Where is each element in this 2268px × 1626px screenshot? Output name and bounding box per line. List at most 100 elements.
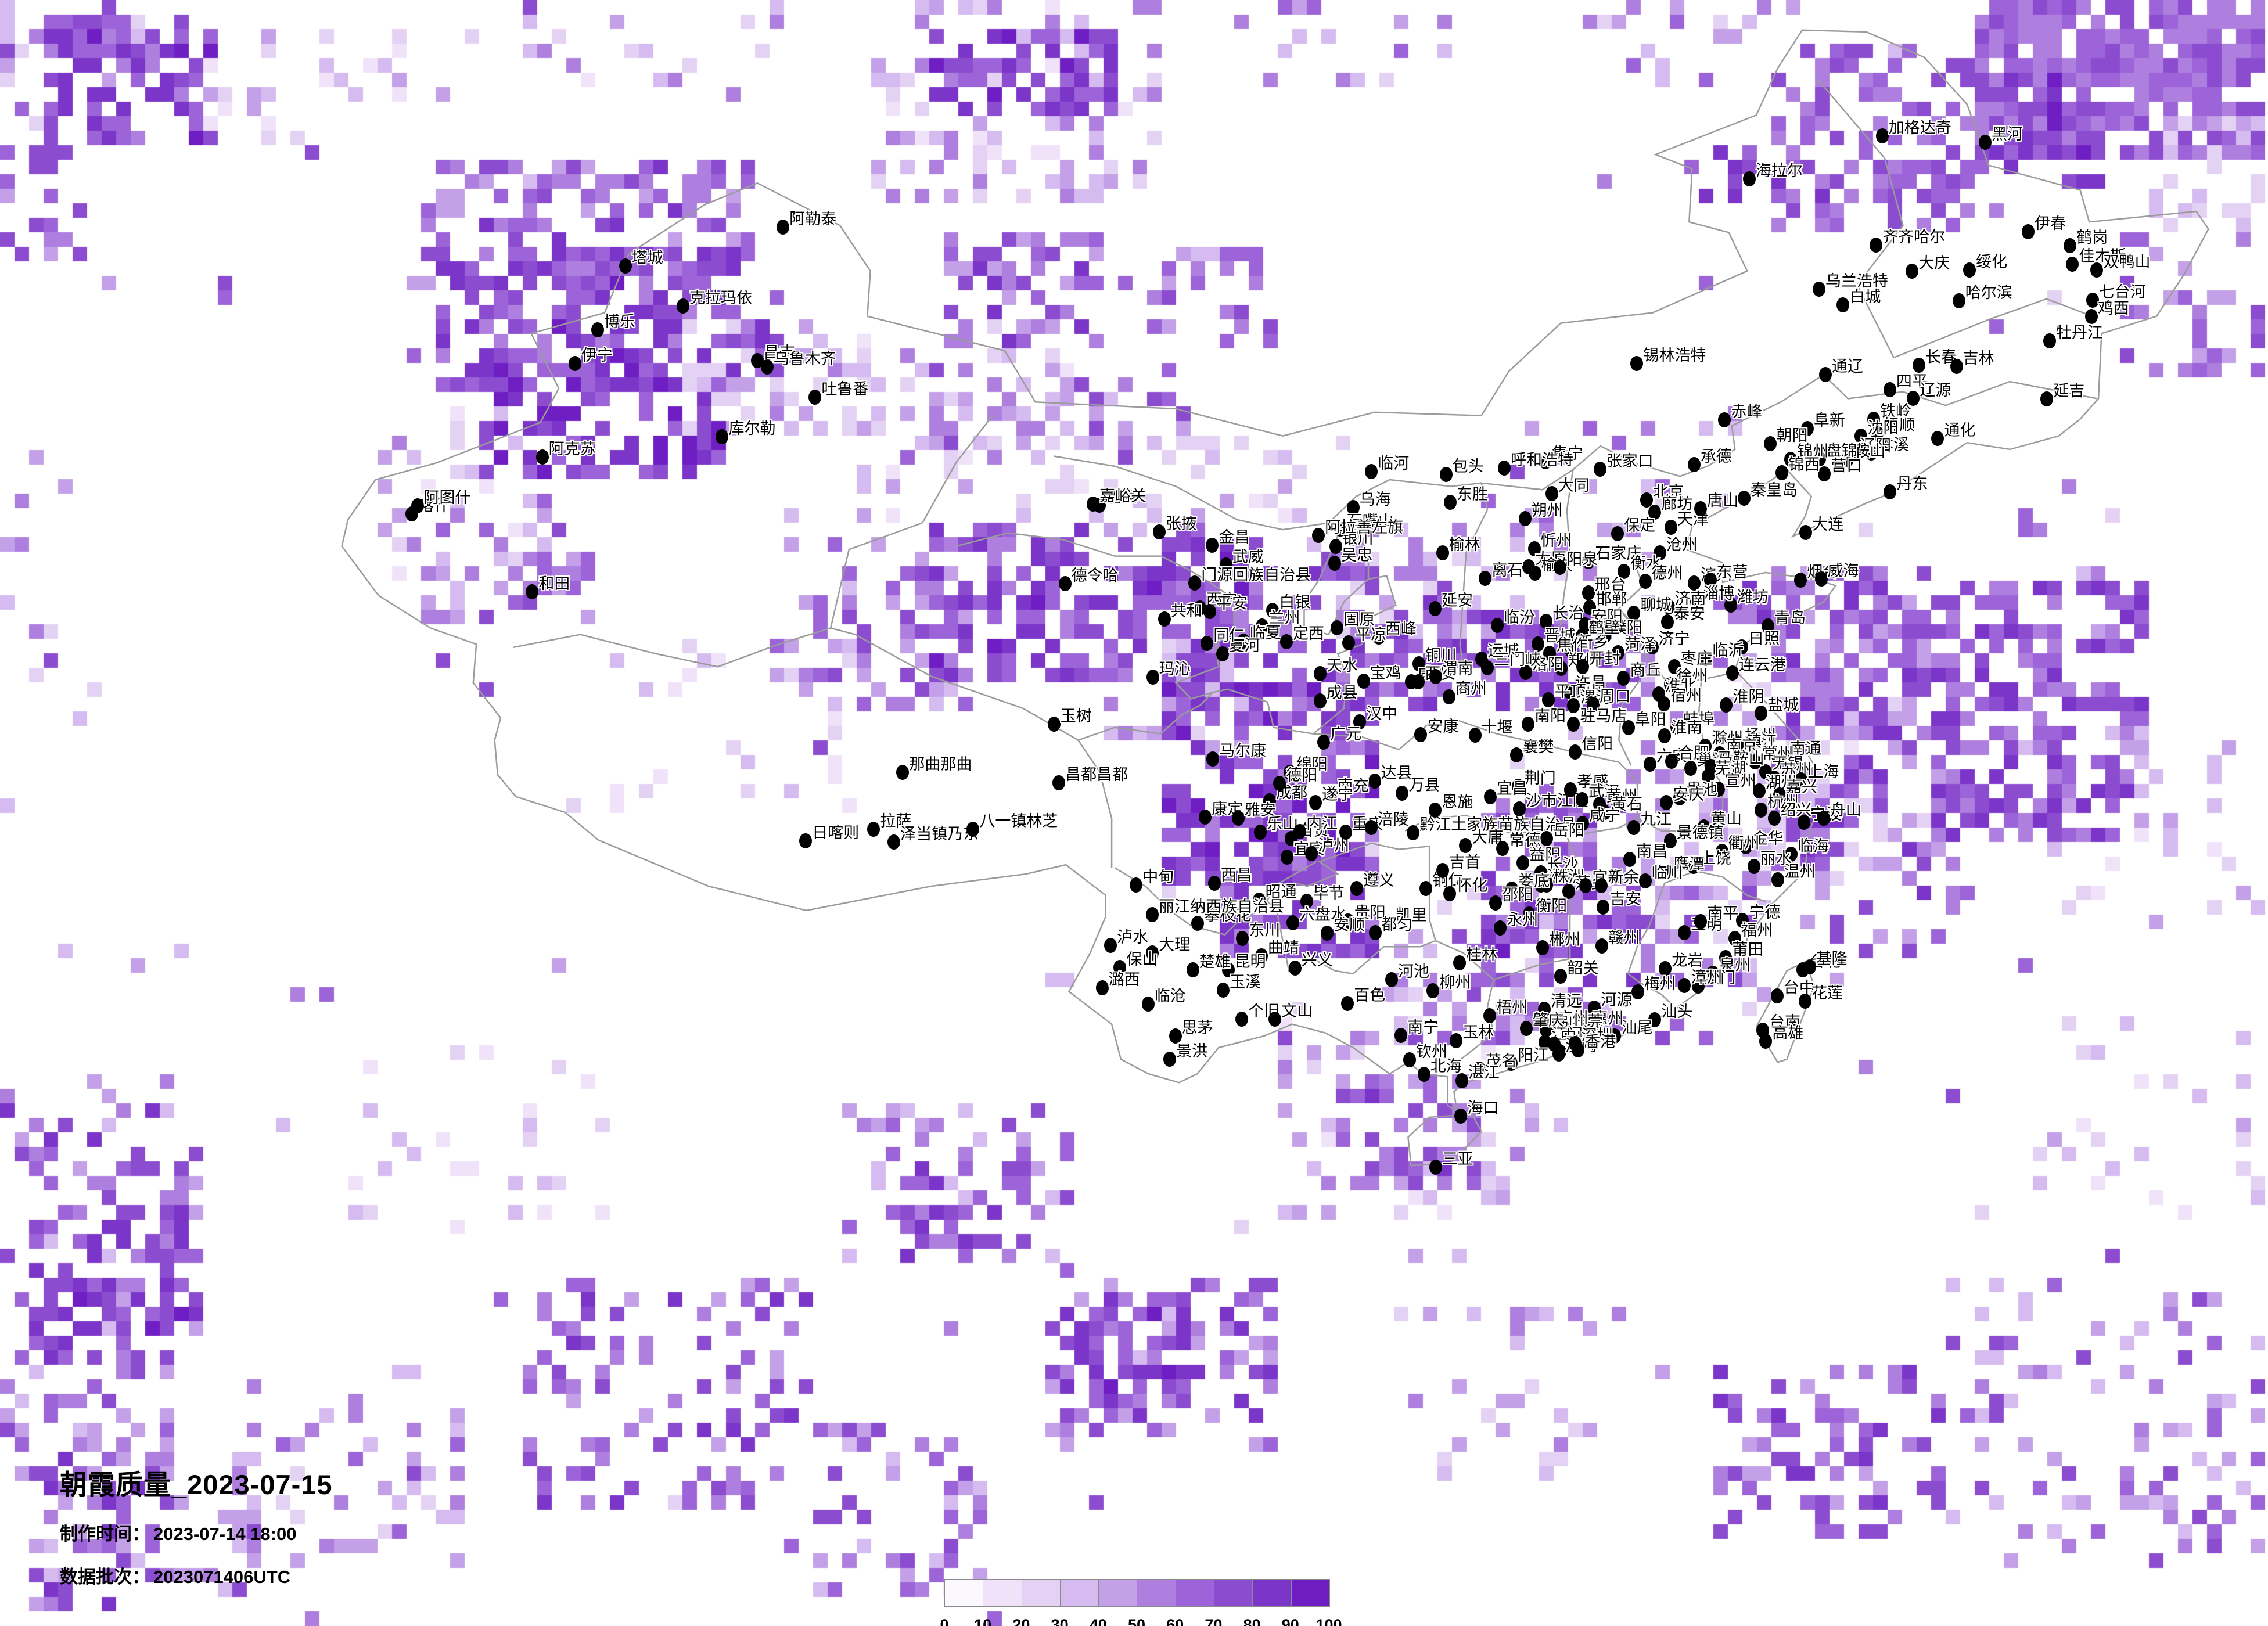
color-legend: 0 10 20 30 40 50 60 70 80 90 100 (940, 1579, 1342, 1626)
city-dot (1537, 1002, 1551, 1017)
city-label: 赣州 (1608, 929, 1640, 947)
city-label: 开封 (1588, 650, 1620, 668)
city-dot (1736, 913, 1749, 929)
city-label: 六盘水 (1299, 906, 1347, 924)
city-dot (1912, 357, 1925, 373)
city-label: 柳州 (1439, 973, 1471, 991)
city-label: 张掖 (1165, 515, 1197, 533)
city-dot (1403, 1052, 1416, 1068)
city-dot (1317, 734, 1331, 750)
city-dot (1364, 820, 1378, 836)
city-dot (1726, 665, 1739, 681)
city-label: 汉中 (1366, 705, 1398, 723)
city-dot (1813, 451, 1826, 467)
city-dot (1631, 984, 1644, 1000)
city-dot (1313, 693, 1327, 709)
city-label: 嘉峪关 (1099, 487, 1147, 505)
legend-tick-100: 100 (1315, 1616, 1342, 1626)
city-label: 玉溪 (1230, 973, 1261, 991)
city-dot (1818, 466, 1831, 482)
city-label: 朔州 (1531, 502, 1563, 520)
city-label: 南阳 (1534, 707, 1566, 725)
city-dot (1854, 428, 1868, 444)
city-dot (1414, 726, 1428, 742)
legend-swatch-4 (1099, 1580, 1138, 1606)
city-dot (1483, 789, 1497, 805)
city-label: 安顺 (1333, 916, 1365, 934)
city-dot (1087, 497, 1100, 512)
city-dot (1883, 382, 1896, 397)
city-label: 株洲 (1552, 868, 1584, 886)
legend-tick-30: 30 (1051, 1616, 1069, 1626)
city-label: 泸水 (1117, 928, 1149, 946)
city-dot (1617, 671, 1630, 686)
city-label: 平凉 (1355, 626, 1387, 644)
city-label: 蚌埠 (1683, 710, 1715, 728)
city-label: 吴忠 (1341, 546, 1373, 564)
city-label: 毕节 (1313, 884, 1345, 902)
city-label: 唐山 (1707, 492, 1739, 510)
city-dot (1104, 937, 1117, 953)
city-dot (1385, 972, 1398, 988)
city-dot (1588, 1001, 1601, 1016)
city-label: 汕尾 (1621, 1019, 1653, 1037)
city-dot (1494, 920, 1507, 936)
city-dot (1429, 802, 1442, 818)
city-label: 达县 (1381, 764, 1412, 782)
city-label: 南昌 (1636, 842, 1668, 860)
city-label: 温州 (1784, 863, 1816, 881)
city-label: 台中 (1783, 979, 1815, 997)
city-dot (1593, 461, 1606, 477)
city-label: 黄山 (1710, 810, 1742, 828)
city-label: 博乐 (603, 313, 635, 331)
city-dot (1368, 773, 1381, 789)
city-dot (1554, 559, 1567, 575)
city-label: 丹东 (1896, 475, 1928, 493)
city-dot (1312, 527, 1325, 543)
city-label: 鞍山 (1854, 442, 1886, 460)
city-dot (1288, 960, 1302, 976)
city-label: 日喀则 (812, 824, 860, 842)
city-dot (1660, 614, 1674, 629)
city-dot (1052, 775, 1066, 791)
production-time-label: 制作时间： (60, 1524, 150, 1544)
city-dot (1640, 492, 1653, 508)
city-label: 和田 (538, 574, 570, 592)
city-dot (1684, 761, 1698, 776)
city-dot (1130, 877, 1143, 893)
city-label: 娄底 (1518, 872, 1550, 890)
legend-tick-90: 90 (1281, 1616, 1299, 1626)
city-label: 邯郸 (1595, 591, 1627, 609)
city-label: 库尔勒 (728, 420, 776, 438)
city-label: 门源回族自治县 (1201, 566, 1311, 584)
city-label: 包头 (1452, 457, 1484, 475)
city-dot (1836, 297, 1850, 313)
province-border-29 (955, 532, 1235, 700)
city-dot (1058, 575, 1072, 591)
city-label: 南通 (1789, 739, 1821, 757)
city-label: 共和 (1170, 602, 1202, 620)
city-label: 衢州 (1728, 834, 1760, 852)
city-label: 盘锦 (1825, 442, 1857, 460)
city-dot (1871, 426, 1884, 441)
city-dot (1169, 1028, 1182, 1044)
city-label: 涪陵 (1377, 811, 1409, 829)
city-dot (1283, 765, 1296, 780)
city-label: 沧州 (1666, 535, 1698, 553)
city-dot (2086, 292, 2099, 308)
city-label: 咸宁 (1589, 806, 1621, 824)
city-dot (1579, 1019, 1593, 1035)
city-dot (1638, 573, 1652, 589)
city-label: 日照 (1748, 629, 1780, 647)
city-dot (1576, 628, 1589, 644)
city-label: 玛沁 (1159, 660, 1191, 678)
city-label: 内江 (1306, 814, 1338, 832)
city-label: 金华 (1752, 830, 1784, 848)
city-label: 辽阳 (1860, 437, 1892, 455)
city-label: 东川 (1249, 921, 1281, 939)
city-label: 阳泉 (1566, 550, 1598, 568)
city-label: 沈阳 (1867, 419, 1899, 437)
city-dot (1767, 811, 1781, 826)
city-label: 晋城 (1544, 627, 1576, 645)
city-dot (1512, 801, 1526, 816)
